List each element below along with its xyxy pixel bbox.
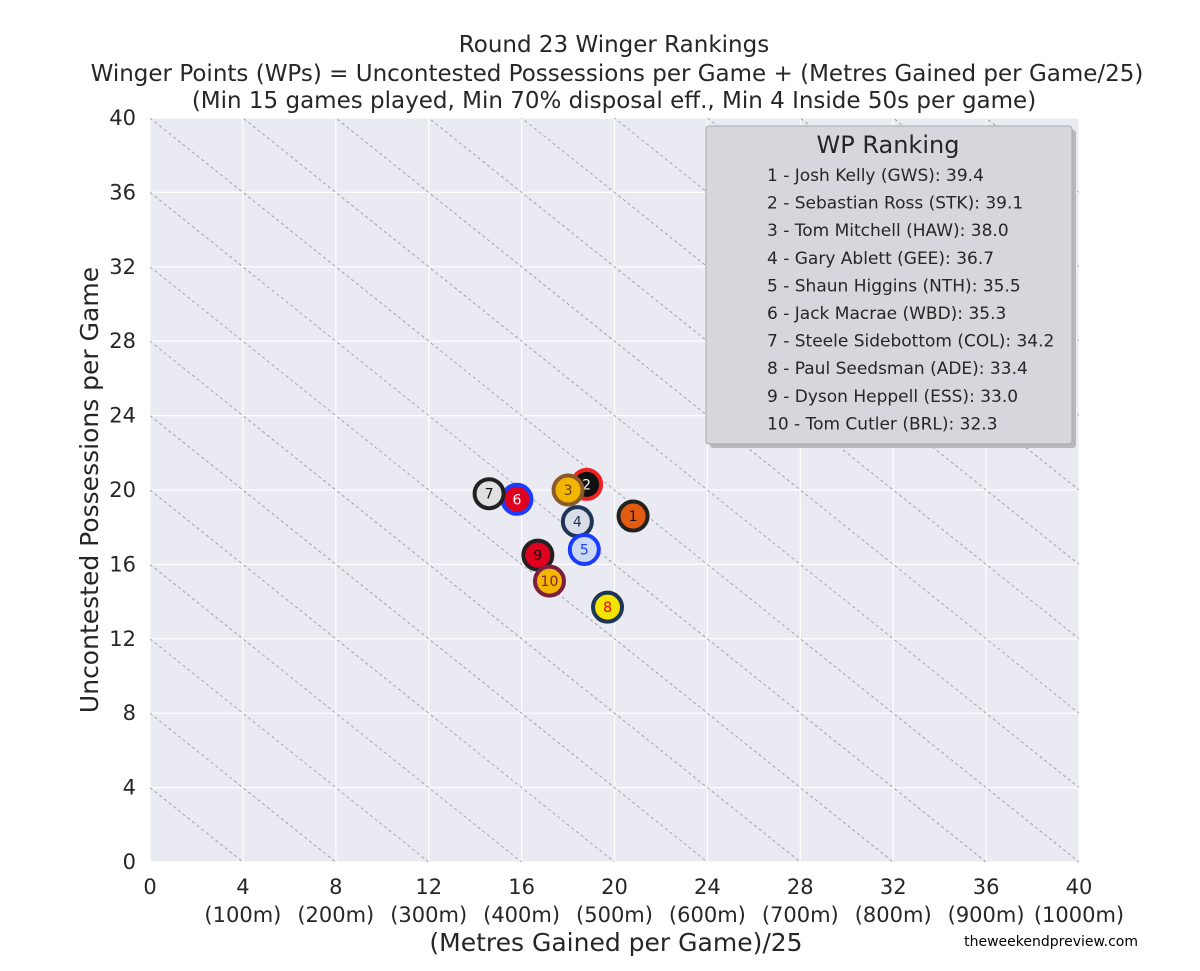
player-marker-rank: 6	[512, 492, 521, 508]
y-tick-label: 32	[109, 255, 136, 279]
iso-wp-line	[150, 787, 244, 862]
x-tick-sublabel: (300m)	[390, 903, 467, 927]
y-tick-labels: 0 4 8 12 16 20 24 28 32 36 40	[109, 106, 136, 874]
x-tick-label: 32	[880, 875, 907, 899]
player-markers: 1 234 5 6 7 8 9 10	[472, 467, 650, 624]
x-tick-label: 0	[143, 875, 156, 899]
x-tick-sublabel: (600m)	[669, 903, 746, 927]
y-tick-label: 24	[109, 404, 136, 428]
y-tick-label: 40	[109, 106, 136, 130]
y-tick-label: 12	[109, 627, 136, 651]
x-tick-label: 40	[1066, 875, 1093, 899]
legend-entry: 1 - Josh Kelly (GWS): 39.4	[767, 166, 984, 186]
chart-subtitle-formula: Winger Points (WPs) = Uncontested Posses…	[91, 61, 1144, 87]
player-marker-rank: 1	[629, 509, 638, 525]
legend-entry: 4 - Gary Ablett (GEE): 36.7	[767, 249, 994, 269]
x-tick-label: 20	[601, 875, 628, 899]
x-tick-label: 12	[415, 875, 442, 899]
player-marker-dot	[591, 590, 625, 624]
legend-entry: 3 - Tom Mitchell (HAW): 38.0	[767, 221, 1009, 241]
player-marker-rank: 8	[603, 600, 612, 616]
legend-entry: 10 - Tom Cutler (BRL): 32.3	[767, 414, 998, 434]
y-tick-label: 4	[123, 776, 136, 800]
legend-entry: 5 - Shaun Higgins (NTH): 35.5	[767, 276, 1021, 296]
iso-wp-line	[242, 118, 1079, 789]
player-marker-dot	[532, 564, 566, 598]
player-marker-dot	[551, 473, 585, 507]
legend-box	[705, 125, 1073, 445]
x-tick-label: 24	[694, 875, 721, 899]
player-marker: 6	[500, 482, 534, 516]
player-marker: 1	[616, 499, 650, 533]
x-tick-sublabel: (500m)	[576, 903, 653, 927]
iso-wp-line	[150, 712, 337, 862]
player-marker-rank: 3	[564, 483, 573, 499]
player-marker: 4	[560, 505, 594, 539]
legend-title: WP Ranking	[817, 131, 960, 159]
iso-wp-line	[150, 564, 522, 862]
player-marker-rank: 2	[582, 477, 591, 493]
player-marker-rank: 5	[580, 543, 589, 559]
x-tick-sublabel: (900m)	[948, 903, 1025, 927]
y-tick-label: 20	[109, 478, 136, 502]
player-marker-rank: 10	[541, 574, 559, 590]
legend-entry: 7 - Steele Sidebottom (COL): 34.2	[767, 332, 1054, 352]
player-marker: 10	[532, 564, 566, 598]
player-marker-rank: 9	[533, 548, 542, 564]
site-credit: theweekendpreview.com	[964, 934, 1138, 950]
player-marker-dot	[472, 477, 506, 511]
player-marker-dot	[616, 499, 650, 533]
player-marker: 8	[591, 590, 625, 624]
y-tick-label: 36	[109, 180, 136, 204]
player-marker: 3	[551, 473, 585, 507]
legend-entries: 1 - Josh Kelly (GWS): 39.4 2 - Sebastian …	[767, 166, 1054, 434]
x-tick-label: 4	[236, 875, 249, 899]
x-tick-sublabel: (400m)	[483, 903, 560, 927]
player-marker-rank: 4	[573, 515, 582, 531]
x-tick-sublabel: (700m)	[762, 903, 839, 927]
x-tick-label: 16	[508, 875, 535, 899]
legend-entry: 8 - Paul Seedsman (ADE): 33.4	[767, 359, 1028, 379]
player-marker: 7	[472, 477, 506, 511]
iso-wp-line	[150, 118, 1079, 862]
y-tick-label: 8	[123, 701, 136, 725]
legend-entry: 2 - Sebastian Ross (STK): 39.1	[767, 194, 1023, 214]
legend-entry: 6 - Jack Macrae (WBD): 35.3	[767, 304, 1006, 324]
x-tick-sublabel: (1000m)	[1034, 903, 1124, 927]
x-tick-sublabel: (800m)	[855, 903, 932, 927]
y-tick-label: 28	[109, 329, 136, 353]
iso-wp-line	[150, 266, 894, 862]
y-axis-label: Uncontested Possessions per Game	[75, 267, 104, 713]
y-tick-label: 16	[109, 552, 136, 576]
y-tick-label: 0	[123, 850, 136, 874]
x-tick-labels: 0 4 (100m) 8 (200m) 12 (300m) 16 (400m) 20 (500m) 2…	[143, 875, 1124, 927]
x-tick-label: 8	[329, 875, 342, 899]
x-tick-label: 28	[787, 875, 814, 899]
wp-ranking-legend: WP Ranking 1 - Josh Kelly (GWS): 39.4 2 -…	[705, 125, 1076, 448]
player-marker-dot	[567, 533, 601, 567]
legend-entry: 9 - Dyson Heppell (ESS): 33.0	[767, 387, 1018, 407]
chart-subtitle-criteria: (Min 15 games played, Min 70% disposal e…	[192, 88, 1036, 114]
chart-title: Round 23 Winger Rankings	[459, 32, 769, 58]
x-tick-sublabel: (200m)	[297, 903, 374, 927]
x-tick-sublabel: (100m)	[204, 903, 281, 927]
player-marker-rank: 7	[485, 487, 494, 503]
player-marker: 5	[567, 533, 601, 567]
x-tick-label: 36	[973, 875, 1000, 899]
iso-wp-line	[150, 340, 801, 862]
x-axis-label: (Metres Gained per Game)/25	[429, 928, 802, 957]
iso-wp-line	[150, 415, 708, 862]
